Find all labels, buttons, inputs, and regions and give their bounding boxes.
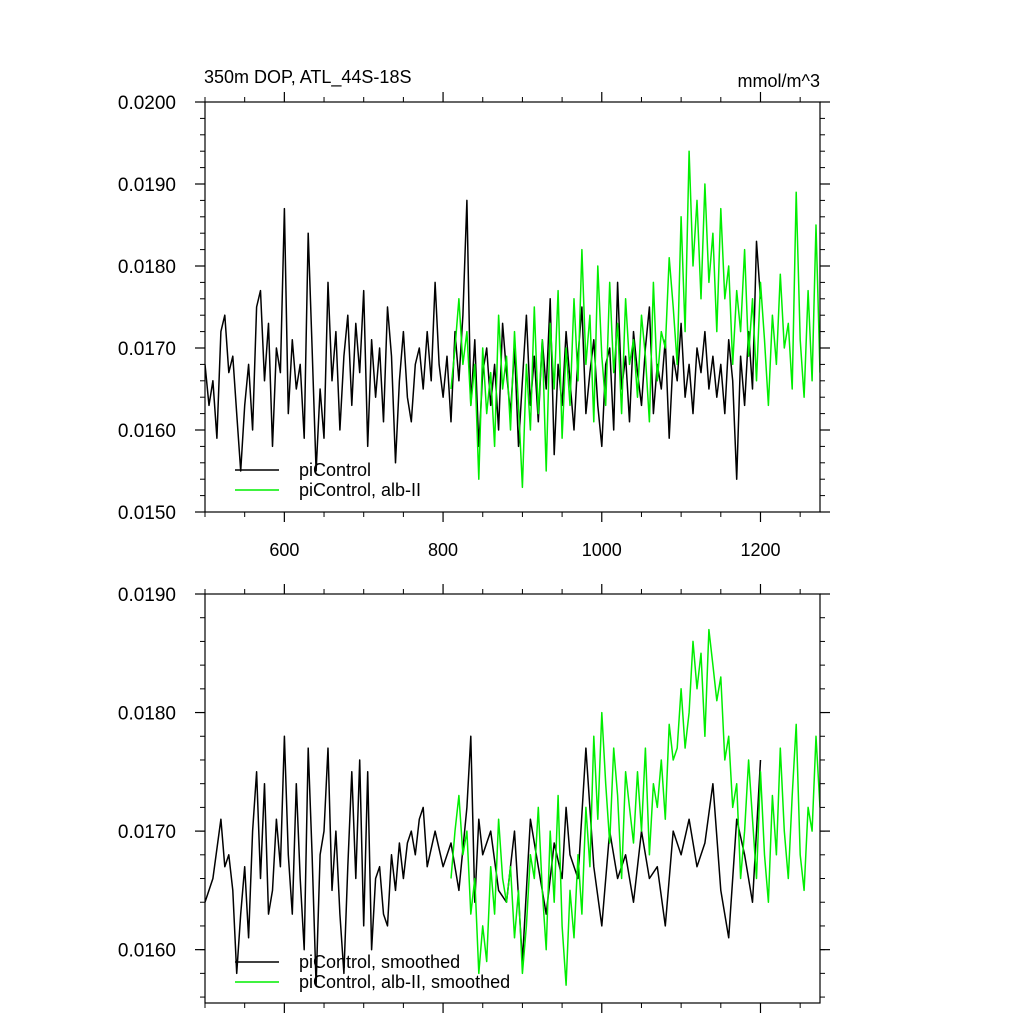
- y-tick-label: 0.0190: [118, 175, 176, 196]
- y-tick-label: 0.0200: [118, 93, 176, 114]
- legend-label: piControl: [299, 460, 371, 480]
- units-label: mmol/m^3: [738, 71, 820, 91]
- plot-frame: [204, 101, 821, 513]
- legend-label: piControl, alb-II, smoothed: [299, 972, 510, 992]
- x-tick-label: 800: [428, 540, 458, 560]
- series-alb-ii-line: [450, 628, 820, 986]
- series-picontrol-line: [205, 735, 762, 986]
- y-tick-label: 0.0190: [118, 585, 176, 606]
- y-tick-label: 0.0160: [118, 941, 176, 962]
- y-tick-label: 0.0170: [118, 339, 176, 360]
- legend-label: piControl, smoothed: [299, 952, 460, 972]
- x-tick-label: 600: [269, 540, 299, 560]
- x-tick-label: 1000: [582, 540, 622, 560]
- plot-frame: [204, 593, 821, 1004]
- chart-title: 350m DOP, ATL_44S-18S: [204, 67, 411, 88]
- y-tick-label: 0.0150: [118, 503, 176, 524]
- x-tick-label: 1200: [740, 540, 780, 560]
- y-tick-label: 0.0180: [118, 704, 176, 725]
- series-group: [205, 628, 820, 986]
- panel-1: 600 800 1000 1200 0.0150 0.0160 0.0170 0.0180 0.…: [118, 92, 830, 560]
- series-group: [205, 150, 820, 489]
- panel-2: 0.0160 0.0170 0.0180 0.0190 piControl, smoot…: [118, 584, 830, 1013]
- legend-label: piControl, alb-II: [299, 480, 421, 500]
- y-tick-label: 0.0180: [118, 257, 176, 278]
- series-alb-ii-line: [450, 150, 820, 489]
- y-tick-label: 0.0170: [118, 822, 176, 843]
- y-tick-label: 0.0160: [118, 421, 176, 442]
